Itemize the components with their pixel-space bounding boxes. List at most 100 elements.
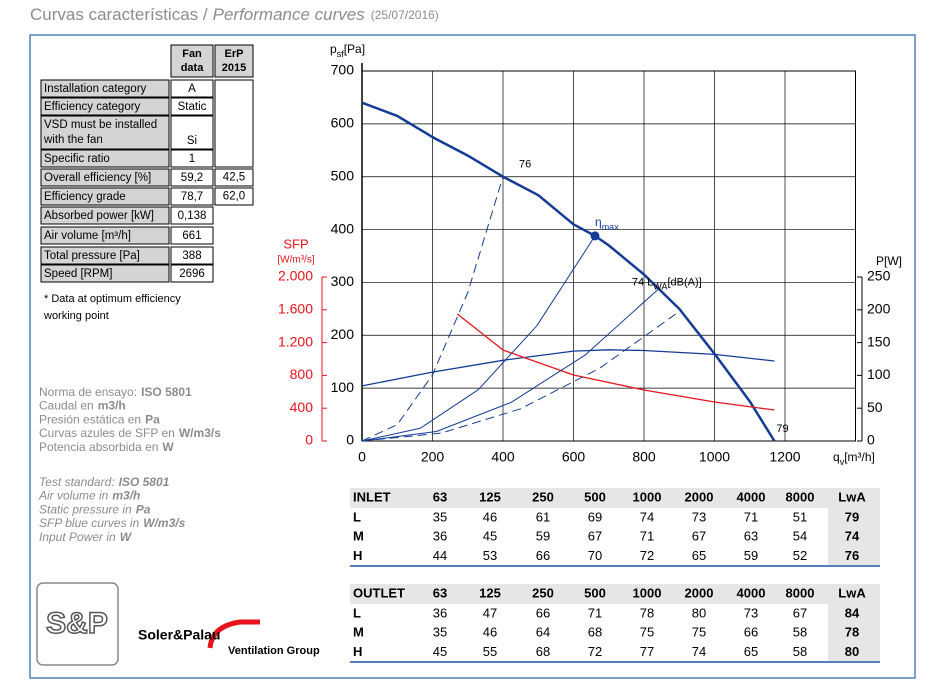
note: Caudal en m3/h bbox=[39, 399, 126, 413]
text-part: W bbox=[162, 440, 174, 454]
column-header: 8000 bbox=[786, 585, 815, 600]
cell: 72 bbox=[588, 644, 602, 659]
y2-tick-label: 0 bbox=[867, 432, 875, 448]
text-part: m3/h bbox=[112, 489, 140, 503]
cell: 71 bbox=[744, 509, 758, 524]
cell: 53 bbox=[483, 548, 497, 563]
column-header: 63 bbox=[433, 585, 447, 600]
y2-tick-label: 50 bbox=[867, 399, 883, 415]
note: Presión estática en Pa bbox=[39, 413, 160, 427]
cell: 68 bbox=[588, 625, 602, 640]
value-cell bbox=[170, 206, 214, 225]
label-cell bbox=[40, 168, 170, 187]
row-label: VSD must be installed bbox=[44, 119, 157, 131]
text-part: W/m3/s bbox=[143, 516, 185, 530]
cell: 35 bbox=[433, 509, 447, 524]
row-value: 661 bbox=[182, 230, 201, 242]
text-part: [m³/h] bbox=[844, 450, 875, 464]
plot-area bbox=[361, 70, 856, 442]
cell: 65 bbox=[692, 548, 706, 563]
y3-axis-label: SFP bbox=[283, 236, 308, 251]
cell: M bbox=[353, 625, 364, 640]
cell: 70 bbox=[588, 548, 602, 563]
cell: 74 bbox=[692, 644, 706, 659]
curve bbox=[361, 311, 680, 442]
curve bbox=[456, 313, 775, 411]
text-part: Curvas azules de SFP en bbox=[39, 426, 175, 440]
x-axis-label: qv[m³/h] bbox=[833, 450, 875, 467]
value-cell bbox=[170, 226, 214, 245]
cell: 66 bbox=[536, 548, 550, 563]
cell: 76 bbox=[845, 548, 859, 563]
text-part: q bbox=[833, 450, 840, 464]
note: Air volume in m3/h bbox=[38, 489, 140, 503]
y-tick-label: 500 bbox=[331, 167, 355, 183]
cell: 59 bbox=[744, 548, 758, 563]
text-part: Norma de ensayo: bbox=[39, 385, 137, 399]
row-label: Specific ratio bbox=[44, 153, 110, 165]
column-header: 250 bbox=[532, 585, 554, 600]
cell: 66 bbox=[744, 625, 758, 640]
column-header: 4000 bbox=[737, 585, 766, 600]
column-header: 8000 bbox=[786, 489, 815, 504]
label-cell bbox=[40, 79, 170, 98]
cell: 52 bbox=[793, 548, 807, 563]
cell: 78 bbox=[845, 625, 859, 640]
cell: 78 bbox=[640, 605, 654, 620]
row-value: 2696 bbox=[179, 268, 205, 280]
logo-swoosh bbox=[207, 619, 260, 649]
lwa-column bbox=[828, 604, 880, 662]
cell: 69 bbox=[588, 509, 602, 524]
text-part: Potencia absorbida en bbox=[39, 440, 158, 454]
row-value: 59,2 bbox=[181, 172, 203, 184]
label-cell bbox=[40, 246, 170, 265]
column-header: INLET bbox=[353, 489, 391, 504]
cell: 80 bbox=[692, 605, 706, 620]
annotation: 74 LWA[dB(A)] bbox=[632, 277, 702, 292]
cell: 77 bbox=[640, 644, 654, 659]
erp-cell bbox=[214, 187, 254, 206]
cell: 67 bbox=[793, 605, 807, 620]
cell: 58 bbox=[793, 625, 807, 640]
text-part: Input Power in bbox=[39, 530, 116, 544]
cell: 35 bbox=[433, 625, 447, 640]
curve bbox=[361, 101, 776, 442]
text-part: W bbox=[120, 530, 133, 544]
header-label: ErP bbox=[225, 48, 244, 60]
cell: 75 bbox=[640, 625, 654, 640]
value-cell bbox=[170, 246, 214, 265]
y2-tick-label: 100 bbox=[867, 366, 891, 382]
cell: 75 bbox=[692, 625, 706, 640]
cell: 55 bbox=[483, 644, 497, 659]
footnote: working point bbox=[43, 310, 109, 322]
y3-tick-label: 400 bbox=[290, 399, 314, 415]
label-cell bbox=[40, 226, 170, 245]
text-part: Presión estática en bbox=[39, 413, 141, 427]
text-part: 74 L bbox=[632, 277, 653, 289]
y2-tick-label: 250 bbox=[867, 268, 891, 284]
y-tick-label: 400 bbox=[331, 220, 355, 236]
text-part: [dB(A)] bbox=[667, 277, 701, 289]
header-label: Fan bbox=[182, 48, 202, 60]
cell: 45 bbox=[483, 529, 497, 544]
value-cell bbox=[170, 264, 214, 283]
cell: M bbox=[353, 529, 364, 544]
column-header: 1000 bbox=[633, 585, 662, 600]
y-tick-label: 600 bbox=[331, 115, 355, 131]
y3-tick-label: 1.600 bbox=[278, 301, 313, 317]
text-part: Caudal en bbox=[39, 399, 94, 413]
text-part: Static pressure in bbox=[39, 503, 132, 517]
text-part: max bbox=[602, 222, 620, 232]
column-header: 63 bbox=[433, 489, 447, 504]
text-part: m3/h bbox=[98, 399, 126, 413]
x-tick-label: 1000 bbox=[699, 449, 730, 465]
text-part: (25/07/2016) bbox=[371, 8, 439, 22]
cell: 46 bbox=[483, 625, 497, 640]
label-cell bbox=[40, 149, 170, 168]
cell: 68 bbox=[536, 644, 550, 659]
operating-point bbox=[590, 231, 600, 241]
cell: 71 bbox=[640, 529, 654, 544]
x-tick-label: 0 bbox=[358, 449, 366, 465]
text-part: W/m3/s bbox=[179, 426, 221, 440]
value-cell bbox=[170, 115, 214, 150]
